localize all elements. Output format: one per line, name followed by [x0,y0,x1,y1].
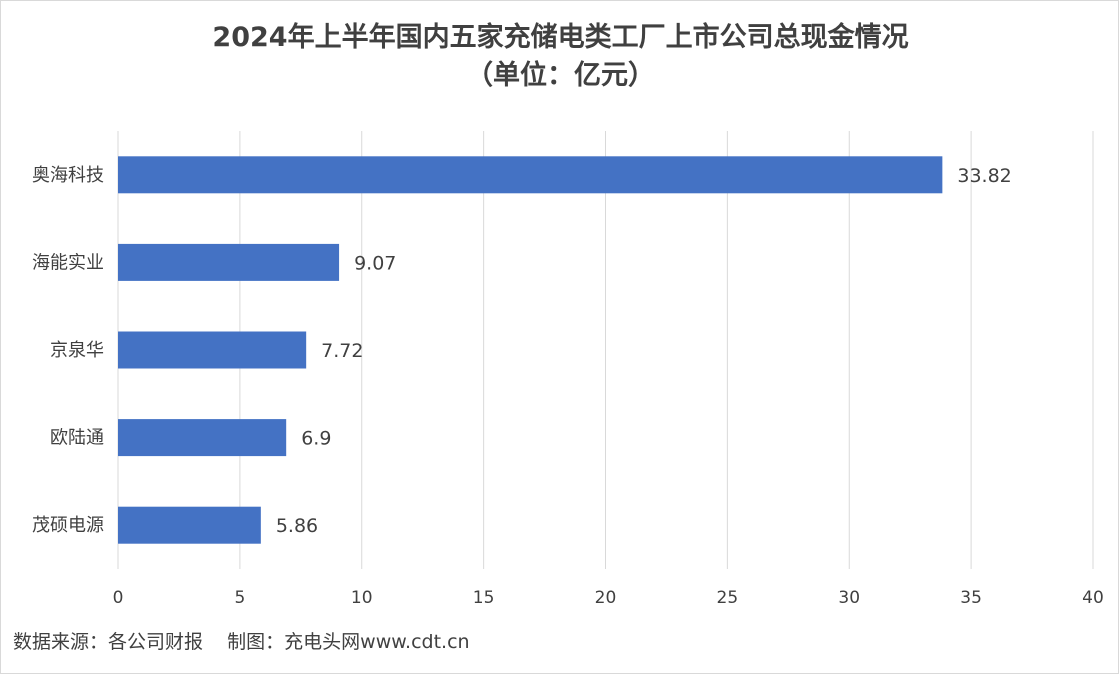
chart-title: 2024年上半年国内五家充储电类工厂上市公司总现金情况 [212,22,909,53]
value-label: 6.9 [301,428,331,450]
bar [118,331,307,369]
source-note: 数据来源：各公司财报 制图：充电头网www.cdt.cn [13,631,470,653]
x-tick-label: 35 [960,588,982,608]
bar [118,243,340,281]
x-tick-label: 20 [595,588,617,608]
category-label: 京泉华 [50,340,104,361]
value-label: 7.72 [321,340,363,362]
category-label: 欧陆通 [50,428,104,449]
bar [118,156,943,194]
value-label: 33.82 [957,165,1011,187]
x-tick-label: 0 [113,588,124,608]
x-tick-label: 30 [838,588,860,608]
bar-chart: 0 5 10 15 20 25 30 35 40 奥海科技 33.82 海能实业 9.07 京泉华 7.72… [32,131,1104,608]
category-label: 茂硕电源 [32,515,104,536]
category-label: 海能实业 [32,252,104,273]
x-tick-label: 25 [717,588,739,608]
chart-subtitle: （单位：亿元） [466,60,655,91]
category-label: 奥海科技 [32,165,104,186]
value-label: 5.86 [276,515,318,537]
value-label: 9.07 [354,252,396,274]
bar [118,506,261,544]
x-tick-label: 15 [473,588,495,608]
bar [118,419,287,457]
x-tick-label: 40 [1082,588,1104,608]
x-tick-label: 10 [351,588,373,608]
x-tick-label: 5 [234,588,245,608]
